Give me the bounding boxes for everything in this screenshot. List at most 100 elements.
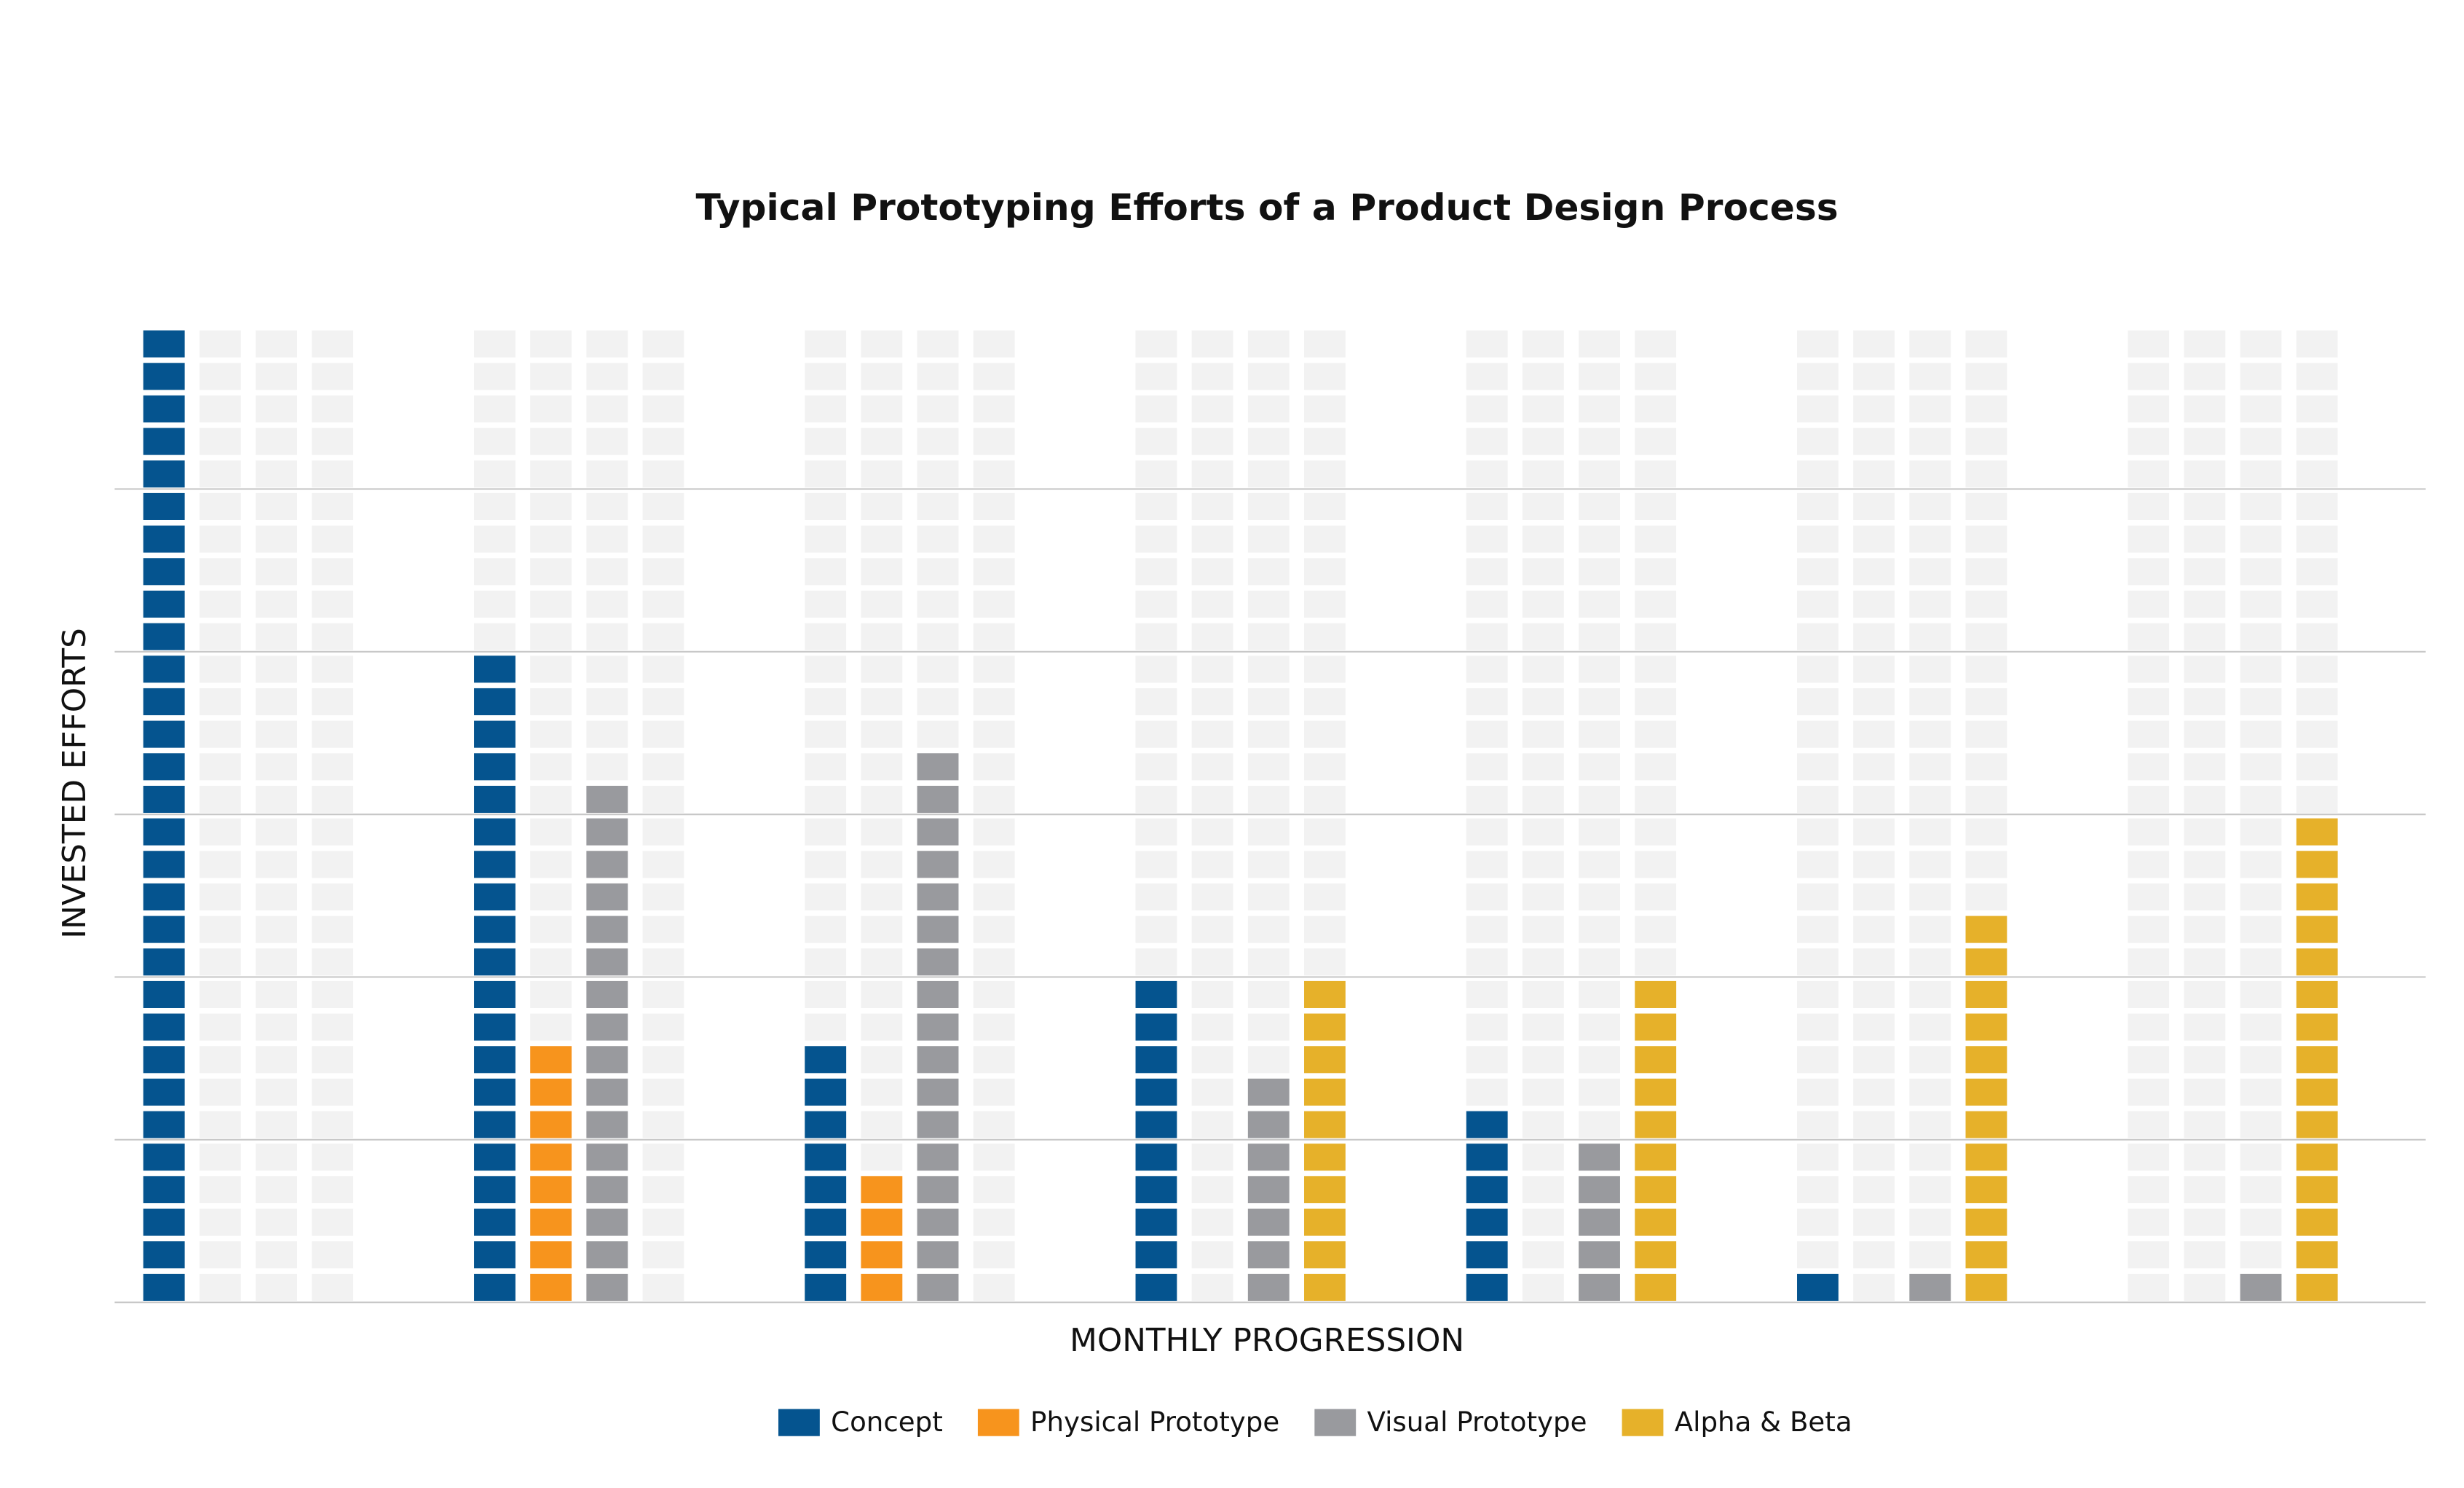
empty-cell [642, 1176, 684, 1203]
empty-cell [1135, 395, 1177, 422]
empty-cell [1797, 656, 1839, 683]
bar-cell [1965, 948, 2007, 976]
empty-cell [312, 656, 354, 683]
y-axis-label: INVESTED EFFORTS [56, 628, 93, 939]
empty-cell [474, 492, 516, 520]
empty-cell [312, 395, 354, 422]
empty-cell [1466, 656, 1508, 683]
bar-cell [1135, 1013, 1177, 1041]
empty-cell [1247, 720, 1290, 748]
empty-cell [1965, 363, 2007, 390]
bar-cell [1135, 980, 1177, 1008]
empty-cell [2240, 753, 2282, 781]
empty-cell [2128, 1046, 2170, 1074]
bar-cell [1304, 1078, 1346, 1106]
empty-cell [642, 1143, 684, 1171]
bar-cell [1579, 1176, 1620, 1203]
empty-cell [1135, 785, 1177, 813]
empty-cell [805, 785, 847, 813]
empty-cell [1965, 330, 2007, 358]
empty-cell [1191, 688, 1233, 715]
bar-cell [474, 1111, 516, 1138]
empty-cell [1853, 883, 1895, 910]
empty-cell [1466, 851, 1508, 878]
empty-cell [312, 818, 354, 846]
bar-cell [474, 1046, 516, 1074]
bar-cell [917, 883, 959, 910]
empty-cell [973, 656, 1015, 683]
empty-cell [973, 883, 1015, 910]
bar [917, 753, 959, 1301]
empty-cell [199, 1111, 241, 1138]
empty-cell [2240, 656, 2282, 683]
empty-cell [1797, 330, 1839, 358]
empty-cell [2184, 656, 2226, 683]
bar-cell [143, 980, 185, 1008]
empty-cell [2184, 1013, 2226, 1041]
empty-cell [917, 330, 959, 358]
bar-cell [474, 1143, 516, 1171]
empty-cell [312, 492, 354, 520]
empty-cell [642, 948, 684, 976]
empty-cell [586, 460, 628, 488]
bar-cell [474, 1176, 516, 1203]
bar-cell [1247, 1208, 1290, 1236]
bar-cell [1965, 980, 2007, 1008]
empty-cell [2296, 492, 2338, 520]
empty-cell [2184, 1143, 2226, 1171]
bar-cell [143, 851, 185, 878]
empty-cell [474, 590, 516, 618]
bar-cell [1135, 1143, 1177, 1171]
empty-cell [2128, 1143, 2170, 1171]
empty-cell [1909, 395, 1951, 422]
empty-cell [199, 980, 241, 1008]
empty-cell [1191, 623, 1233, 650]
bar [2296, 818, 2338, 1301]
empty-cell [2128, 558, 2170, 586]
empty-cell [1135, 330, 1177, 358]
bar-cell [530, 1176, 572, 1203]
bar-cell [1247, 1078, 1290, 1106]
bar-cell [1635, 1143, 1677, 1171]
empty-cell [256, 785, 297, 813]
empty-cell [805, 980, 847, 1008]
empty-cell [2184, 1078, 2226, 1106]
bar-cell [2296, 1111, 2338, 1138]
empty-cell [973, 330, 1015, 358]
empty-cell [256, 558, 297, 586]
empty-cell [1466, 525, 1508, 553]
empty-cell [642, 916, 684, 943]
legend-label: Visual Prototype [1367, 1406, 1587, 1438]
empty-cell [973, 395, 1015, 422]
empty-cell [256, 1078, 297, 1106]
empty-cell [530, 818, 572, 846]
empty-cell [312, 460, 354, 488]
empty-cell [1522, 492, 1564, 520]
empty-cell [1635, 590, 1677, 618]
empty-cell [199, 720, 241, 748]
bar-cell [143, 363, 185, 390]
empty-cell [256, 1013, 297, 1041]
empty-cell [1909, 1241, 1951, 1269]
empty-cell [1635, 916, 1677, 943]
empty-cell [1247, 818, 1290, 846]
empty-cell [1522, 363, 1564, 390]
empty-cell [199, 753, 241, 781]
bar-cell [917, 948, 959, 976]
empty-cell [1579, 558, 1620, 586]
empty-cell [1135, 623, 1177, 650]
empty-cell [199, 1078, 241, 1106]
bar-cell [474, 785, 516, 813]
empty-cell [1522, 1078, 1564, 1106]
empty-cell [1522, 590, 1564, 618]
empty-cell [2296, 753, 2338, 781]
empty-cell [1522, 395, 1564, 422]
bar-cell [143, 1208, 185, 1236]
bar-cell [586, 1046, 628, 1074]
bar-cell [1304, 1111, 1346, 1138]
bar-cell [143, 720, 185, 748]
bar-cell [2296, 1078, 2338, 1106]
empty-cell [917, 395, 959, 422]
empty-cell [1191, 525, 1233, 553]
bar-cell [861, 1241, 903, 1269]
